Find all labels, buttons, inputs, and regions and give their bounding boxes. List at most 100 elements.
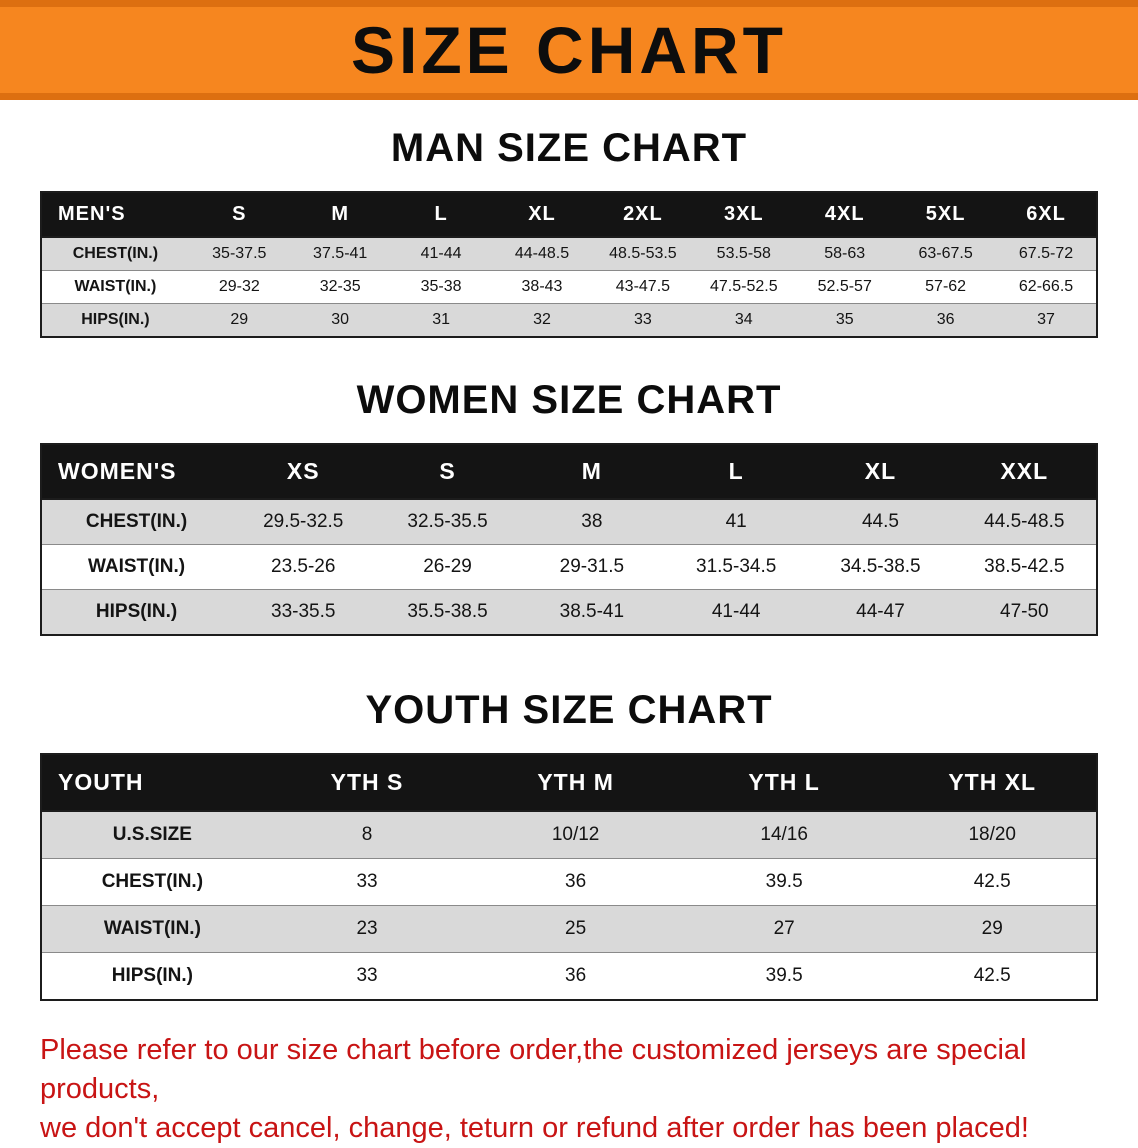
measurement-value: 34.5-38.5	[808, 544, 953, 590]
measurement-value: 33-35.5	[271, 601, 336, 622]
measurement-value: 53.5-58	[693, 237, 795, 271]
measurement-value: 10/12	[471, 811, 680, 859]
womens-size-table: WOMEN'S XS S M L XL XXL CHEST(IN.) 29.5-32.5 32.5…	[40, 443, 1098, 636]
measurement-value: 36	[936, 311, 955, 328]
measurement-value: 57-62	[895, 270, 997, 304]
page-title: SIZE CHART	[351, 13, 787, 87]
measurement-label: HIPS(IN.)	[95, 601, 178, 622]
man-size-chart-heading: MAN SIZE CHART	[390, 126, 748, 170]
measurement-value: 23	[262, 905, 472, 953]
measurement-value: 63-67.5	[895, 237, 997, 271]
table-header-row: WOMEN'S XS S M L XL XXL	[41, 444, 1097, 500]
measurement-value: 29.5-32.5	[231, 499, 376, 545]
youth-size-table: YOUTH YTH S YTH M YTH L YTH XL U.S.SIZE 8 10/12…	[40, 753, 1098, 1001]
measurement-value: 27	[679, 905, 889, 953]
measurement-label: U.S.SIZE	[41, 811, 263, 859]
measurement-value: 67.5-72	[996, 237, 1097, 271]
measurement-value: 29	[888, 905, 1097, 953]
measurement-value: 37.5-41	[289, 237, 391, 271]
size-column-header: YTH S	[262, 754, 472, 812]
measurement-value: 42.5	[888, 858, 1097, 906]
youth-size-chart-heading: YOUTH SIZE CHART	[365, 688, 773, 732]
measurement-value: 38	[519, 499, 665, 545]
measurement-row: CHEST(IN.) 35-37.5 37.5-41 41-44 44-48.5 48.5…	[41, 237, 1097, 271]
measurement-value: 35.5-38.5	[407, 601, 488, 622]
measurement-value: 43-47.5	[592, 270, 694, 304]
measurement-value: 32.5-35.5	[375, 499, 520, 545]
measurement-value: 33	[634, 311, 652, 328]
measurement-value: 33	[262, 858, 472, 906]
size-column-header: YTH XL	[888, 754, 1097, 812]
size-column-header: XS	[231, 444, 376, 500]
measurement-value: 29	[230, 311, 249, 328]
table-corner-label: WOMEN'S	[41, 444, 232, 500]
measurement-value: 23.5-26	[231, 544, 376, 590]
measurement-value: 39.5	[679, 858, 889, 906]
measurement-value: 44.5	[808, 499, 953, 545]
size-chart-banner: SIZE CHART	[0, 0, 1138, 100]
disclaimer-line-2: we don't accept cancel, change, teturn o…	[40, 1112, 1029, 1145]
measurement-row: WAIST(IN.) 29-32 32-35 35-38 38-43 43-47.5 47.…	[41, 270, 1097, 304]
size-column-header: 6XL	[996, 192, 1097, 238]
measurement-value: 34	[734, 311, 753, 328]
measurement-value: 32-35	[289, 270, 391, 304]
measurement-value: 36	[565, 965, 587, 986]
size-column-header: YTH L	[679, 754, 889, 812]
measurement-value: 30	[331, 311, 350, 328]
measurement-value: 31	[432, 311, 450, 328]
measurement-label: HIPS(IN.)	[81, 311, 150, 328]
measurement-value: 41-44	[711, 601, 761, 622]
size-column-header: L	[390, 192, 492, 238]
size-column-header: 4XL	[794, 192, 896, 238]
measurement-value: 31.5-34.5	[664, 544, 809, 590]
measurement-row: WAIST(IN.) 23.5-26 26-29 29-31.5 31.5-34.5 34…	[41, 544, 1097, 590]
measurement-value: 62-66.5	[996, 270, 1097, 304]
measurement-value: 35-38	[390, 270, 492, 304]
measurement-label: WAIST(IN.)	[41, 905, 263, 953]
measurement-value: 18/20	[888, 811, 1097, 859]
measurement-row: U.S.SIZE 8 10/12 14/16 18/20	[41, 811, 1097, 859]
measurement-value: 35-37.5	[188, 237, 290, 271]
measurement-value: 37	[1037, 311, 1055, 328]
measurement-value: 41	[664, 499, 809, 545]
measurement-value: 58-63	[794, 237, 896, 271]
measurement-value: 38.5-42.5	[952, 544, 1097, 590]
measurement-label: CHEST(IN.)	[41, 499, 232, 545]
measurement-value: 41-44	[390, 237, 492, 271]
measurement-value: 52.5-57	[794, 270, 896, 304]
disclaimer-line-1: Please refer to our size chart before or…	[40, 1034, 1027, 1106]
measurement-label: CHEST(IN.)	[41, 858, 263, 906]
size-column-header: XXL	[952, 444, 1097, 500]
measurement-value: 48.5-53.5	[592, 237, 694, 271]
measurement-row: HIPS(IN.) 33 36 39.5 42.5	[41, 952, 1097, 1000]
size-column-header: XL	[491, 192, 593, 238]
measurement-value: 38-43	[491, 270, 593, 304]
measurement-label: WAIST(IN.)	[41, 270, 189, 304]
measurement-row: HIPS(IN.) 29 30 31 32 33 34 35 36 37	[41, 303, 1097, 337]
table-corner-label: YOUTH	[41, 754, 263, 812]
measurement-value: 39.5	[765, 965, 803, 986]
size-column-header: XL	[808, 444, 953, 500]
size-column-header: 2XL	[592, 192, 694, 238]
measurement-row: HIPS(IN.) 33-35.5 35.5-38.5 38.5-41 41-44 44-…	[41, 589, 1097, 635]
size-column-header: S	[188, 192, 290, 238]
measurement-label: HIPS(IN.)	[111, 965, 194, 986]
size-column-header: S	[375, 444, 520, 500]
measurement-value: 36	[471, 858, 680, 906]
measurement-value: 25	[471, 905, 680, 953]
women-size-chart-heading: WOMEN SIZE CHART	[356, 378, 782, 422]
measurement-value: 32	[533, 311, 551, 328]
size-column-header: M	[289, 192, 391, 238]
measurement-value: 33	[356, 965, 378, 986]
disclaimer-text: Please refer to our size chart before or…	[40, 1031, 1118, 1148]
size-column-header: 3XL	[693, 192, 795, 238]
measurement-value: 44.5-48.5	[952, 499, 1097, 545]
measurement-label: WAIST(IN.)	[41, 544, 232, 590]
table-corner-label: MEN'S	[41, 192, 189, 238]
mens-size-table: MEN'S S M L XL 2XL 3XL 4XL 5XL 6XL CHEST(IN.) 35-37…	[40, 191, 1098, 338]
measurement-value: 44-48.5	[491, 237, 593, 271]
table-header-row: MEN'S S M L XL 2XL 3XL 4XL 5XL 6XL	[41, 192, 1097, 238]
measurement-value: 44-47	[856, 601, 905, 622]
size-column-header: YTH M	[471, 754, 680, 812]
